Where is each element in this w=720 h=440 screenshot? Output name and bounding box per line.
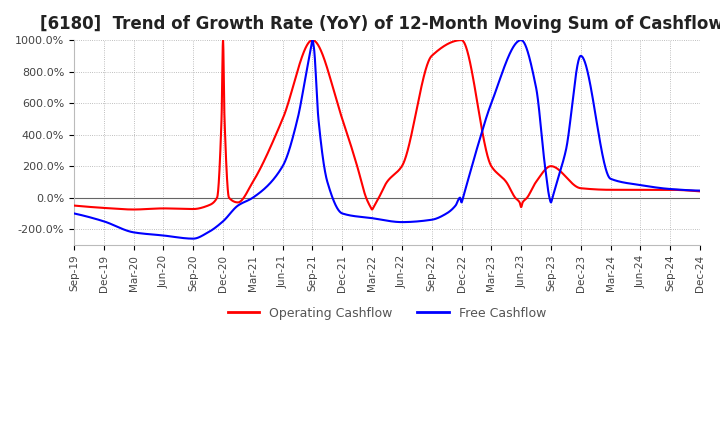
Title: [6180]  Trend of Growth Rate (YoY) of 12-Month Moving Sum of Cashflows: [6180] Trend of Growth Rate (YoY) of 12-… bbox=[40, 15, 720, 33]
Legend: Operating Cashflow, Free Cashflow: Operating Cashflow, Free Cashflow bbox=[223, 302, 551, 325]
